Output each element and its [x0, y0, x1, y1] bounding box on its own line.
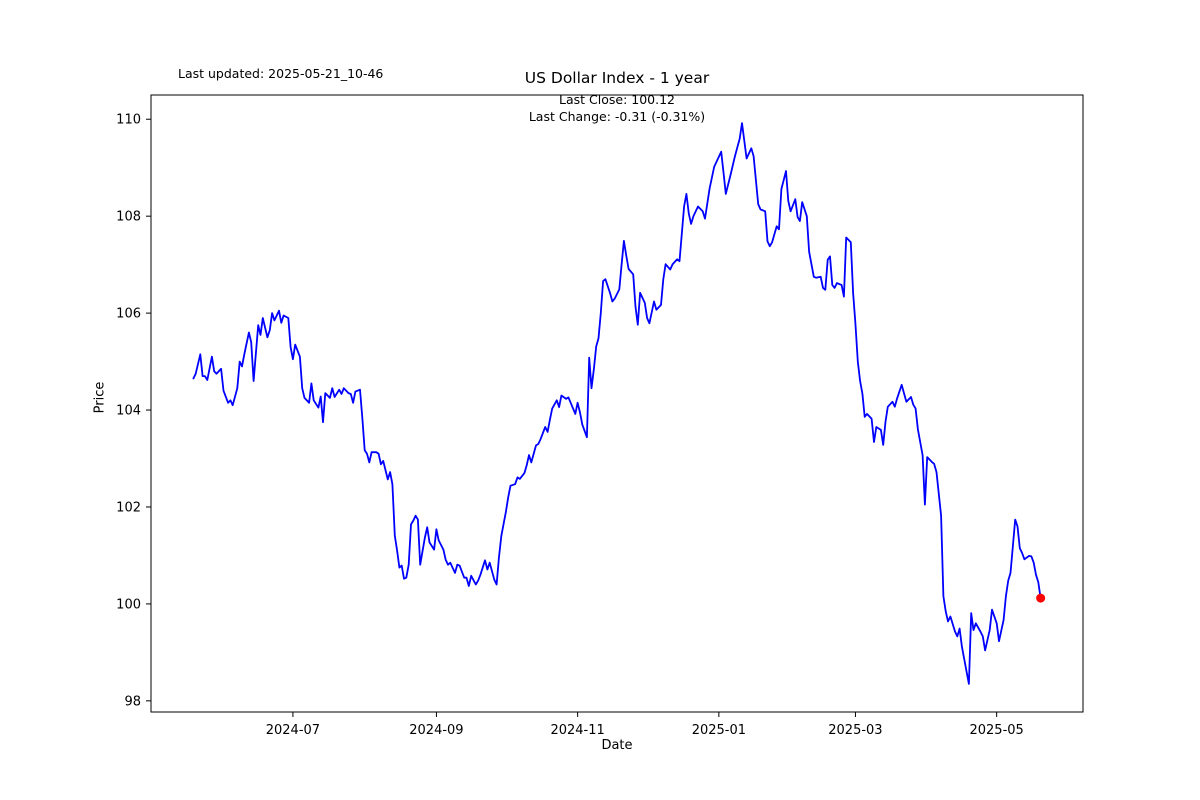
x-tick-label: 2025-03: [828, 723, 882, 738]
chart-title: US Dollar Index - 1 year: [524, 69, 710, 87]
last-updated-annotation: Last updated: 2025-05-21_10-46: [178, 66, 384, 81]
x-tick-label: 2025-01: [692, 723, 746, 738]
y-tick-label: 104: [116, 404, 141, 419]
last-close-annotation: Last Close: 100.12: [559, 92, 675, 107]
y-tick-label: 102: [116, 500, 141, 515]
x-tick-label: 2024-09: [409, 723, 463, 738]
axes-box: [150, 94, 1084, 713]
y-tick-label: 106: [116, 307, 141, 322]
y-tick-label: 100: [116, 597, 141, 612]
x-tick-label: 2024-07: [266, 723, 320, 738]
x-tick-label: 2024-11: [550, 723, 604, 738]
y-tick-label: 110: [116, 113, 141, 128]
x-axis-label: Date: [601, 738, 633, 753]
y-tick-label: 98: [124, 694, 141, 709]
last-price-marker: [1036, 593, 1046, 603]
last-change-annotation: Last Change: -0.31 (-0.31%): [528, 109, 706, 124]
x-tick-label: 2025-05: [969, 723, 1023, 738]
y-tick-label: 108: [116, 210, 141, 225]
price-line-series: [192, 122, 1042, 685]
